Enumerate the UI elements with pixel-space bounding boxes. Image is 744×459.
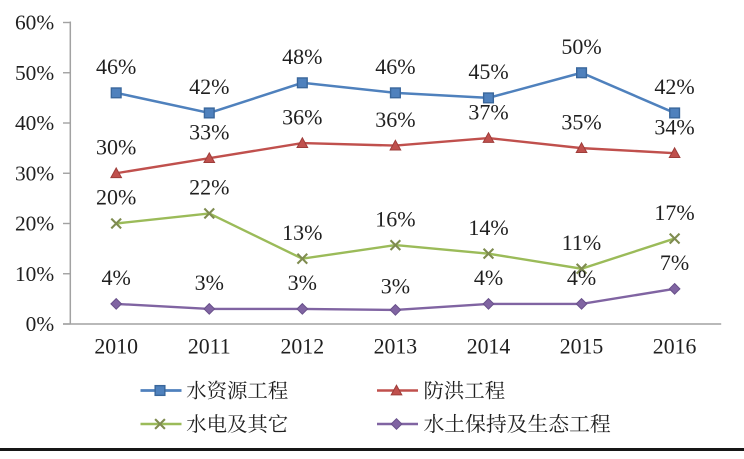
svg-text:13%: 13% [282,220,322,245]
svg-text:46%: 46% [96,54,136,79]
svg-text:16%: 16% [375,206,415,231]
svg-text:2010: 2010 [94,335,138,359]
svg-text:14%: 14% [468,215,508,240]
svg-text:22%: 22% [189,175,229,200]
svg-text:3%: 3% [195,270,224,295]
svg-text:36%: 36% [375,107,415,132]
svg-text:48%: 48% [282,44,322,69]
svg-text:2015: 2015 [560,335,604,359]
svg-text:42%: 42% [654,74,694,99]
svg-text:42%: 42% [189,74,229,99]
svg-text:34%: 34% [654,114,694,139]
svg-text:7%: 7% [660,250,689,275]
svg-text:35%: 35% [561,109,601,134]
svg-text:30%: 30% [96,134,136,159]
svg-text:2012: 2012 [281,335,325,359]
svg-text:36%: 36% [282,104,322,129]
svg-text:11%: 11% [562,230,602,255]
svg-text:20%: 20% [15,212,54,236]
svg-text:50%: 50% [561,34,601,59]
svg-text:20%: 20% [96,185,136,210]
svg-text:50%: 50% [15,61,54,85]
svg-text:4%: 4% [474,265,503,290]
svg-text:10%: 10% [15,262,54,286]
svg-text:60%: 60% [15,11,54,35]
svg-text:2011: 2011 [188,335,231,359]
svg-text:45%: 45% [468,59,508,84]
svg-text:33%: 33% [189,119,229,144]
svg-text:46%: 46% [375,54,415,79]
svg-text:2016: 2016 [653,335,697,359]
svg-text:17%: 17% [654,200,694,225]
svg-text:2013: 2013 [374,335,418,359]
svg-text:3%: 3% [288,270,317,295]
svg-text:2014: 2014 [467,335,511,359]
svg-text:40%: 40% [15,111,54,135]
svg-text:37%: 37% [468,99,508,124]
svg-text:4%: 4% [102,265,131,290]
svg-text:0%: 0% [26,312,55,336]
svg-text:3%: 3% [381,273,410,298]
svg-text:30%: 30% [15,161,54,185]
svg-text:4%: 4% [567,265,596,290]
